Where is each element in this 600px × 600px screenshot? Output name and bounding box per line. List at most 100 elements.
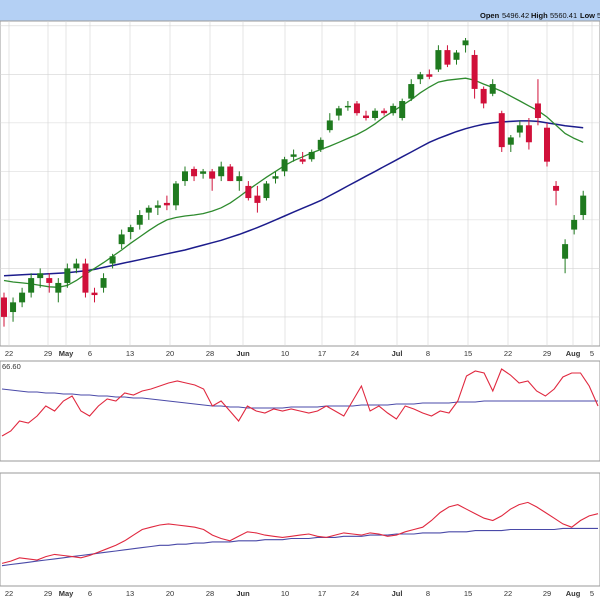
oscillator-value-label: 66.60	[2, 362, 21, 371]
oscillator-panel-border	[0, 360, 600, 462]
candle-body-up	[453, 52, 460, 60]
candle-body-down	[227, 166, 234, 182]
candle-body-down	[426, 74, 433, 77]
candle-body-up	[37, 273, 44, 279]
x-tick-label: 28	[206, 349, 214, 358]
x-tick-label: 29	[44, 349, 52, 358]
x-tick-label: 20	[166, 589, 174, 598]
candle-body-up	[372, 110, 379, 119]
candle-body-up	[200, 171, 207, 174]
candle-body-down	[299, 159, 306, 162]
price-panel-border	[0, 20, 600, 347]
x-tick-label: Jun	[236, 349, 250, 358]
x-tick-label: 24	[351, 589, 359, 598]
x-tick-label: 6	[88, 349, 92, 358]
x-tick-label: Aug	[566, 589, 581, 598]
candle-body-up	[571, 219, 578, 230]
candle-body-down	[163, 202, 170, 206]
x-tick-label: 28	[206, 589, 214, 598]
indicator-signal-line	[1, 527, 598, 567]
candle-body-up	[118, 234, 125, 245]
candle-body-down	[534, 103, 541, 119]
low-label: Low	[580, 11, 595, 20]
candle-body-down	[82, 263, 89, 293]
x-tick-label: 6	[88, 589, 92, 598]
x-tick-label: 17	[318, 589, 326, 598]
candle-body-up	[399, 101, 406, 119]
indicator-lines	[1, 501, 599, 567]
oscillator-panel: 66.60	[0, 360, 600, 462]
candle-body-down	[254, 195, 261, 203]
candle-body-up	[73, 263, 80, 269]
candle-body-up	[344, 105, 351, 108]
candle-body-down	[444, 50, 451, 65]
candle-body-down	[91, 292, 98, 296]
x-tick-label: 10	[281, 589, 289, 598]
candle-body-up	[462, 40, 469, 46]
header-bar	[0, 0, 600, 21]
fast-moving-average	[3, 77, 584, 288]
candle-body-down	[553, 185, 560, 191]
candle-body-up	[136, 215, 143, 225]
x-tick-label: Jul	[392, 589, 403, 598]
candle-body-up	[335, 108, 342, 116]
bottom-date-axis: 22 29 May 6 13 20 28 Jun 10 17 24 Jul 8 15 22 29 Aug 5	[5, 589, 594, 598]
x-tick-label: 22	[5, 589, 13, 598]
candle-body-up	[290, 154, 297, 157]
x-tick-label: 29	[543, 589, 551, 598]
x-tick-label: Jun	[236, 589, 250, 598]
candle-body-up	[64, 268, 71, 283]
indicator-panel	[0, 472, 600, 587]
candle-body-up	[408, 84, 415, 99]
candle-body-up	[580, 195, 587, 216]
candle-body-down	[191, 168, 198, 177]
candle-body-up	[317, 139, 324, 150]
x-tick-label: 15	[464, 589, 472, 598]
candle-body-down	[363, 115, 369, 119]
price-panel	[0, 20, 600, 347]
candle-body-up	[10, 302, 17, 313]
x-tick-label: 29	[543, 349, 551, 358]
x-tick-label: 5	[590, 349, 594, 358]
candle-body-down	[525, 125, 532, 143]
candle-body-down	[46, 278, 53, 283]
candle-body-down	[209, 171, 216, 179]
indicator-main-line	[1, 501, 599, 564]
slow-moving-average	[3, 120, 584, 277]
candle-body-up	[145, 207, 152, 213]
candle-body-down	[544, 127, 550, 162]
candle-body-up	[263, 183, 270, 199]
candle-body-up	[281, 159, 288, 172]
x-tick-label: 13	[126, 349, 134, 358]
high-value: 5560.41	[550, 11, 577, 20]
x-tick-label: May	[59, 589, 74, 598]
x-tick-label: May	[59, 349, 74, 358]
candle-body-up	[308, 151, 315, 160]
price-date-axis: 22 29 May 6 13 20 28 Jun 10 17 24 Jul 8 15 22 29 Aug 5	[5, 349, 594, 358]
candle-body-down	[471, 54, 478, 89]
candle-body-up	[562, 244, 569, 259]
candle-body-down	[480, 88, 487, 104]
candle-body-down	[381, 110, 388, 114]
candle-body-up	[127, 227, 134, 233]
oscillator-signal-line	[1, 388, 598, 409]
open-value: 5496.42	[502, 11, 529, 20]
x-tick-label: 15	[464, 349, 472, 358]
candle-body-up	[236, 176, 243, 182]
x-tick-label: 22	[504, 349, 512, 358]
candle-body-up	[435, 50, 442, 70]
candle-body-up	[516, 125, 523, 133]
high-label: High	[531, 11, 548, 20]
x-tick-label: 5	[590, 589, 594, 598]
candlesticks	[1, 37, 587, 327]
candle-body-up	[417, 74, 424, 80]
x-tick-label: 8	[426, 589, 430, 598]
candle-body-up	[19, 292, 26, 303]
price-grid	[0, 21, 600, 346]
x-tick-label: 20	[166, 349, 174, 358]
candle-body-up	[390, 105, 397, 114]
indicator-panel-border	[0, 472, 600, 587]
low-value: 5	[597, 11, 600, 20]
slow-ma-line	[3, 120, 584, 277]
